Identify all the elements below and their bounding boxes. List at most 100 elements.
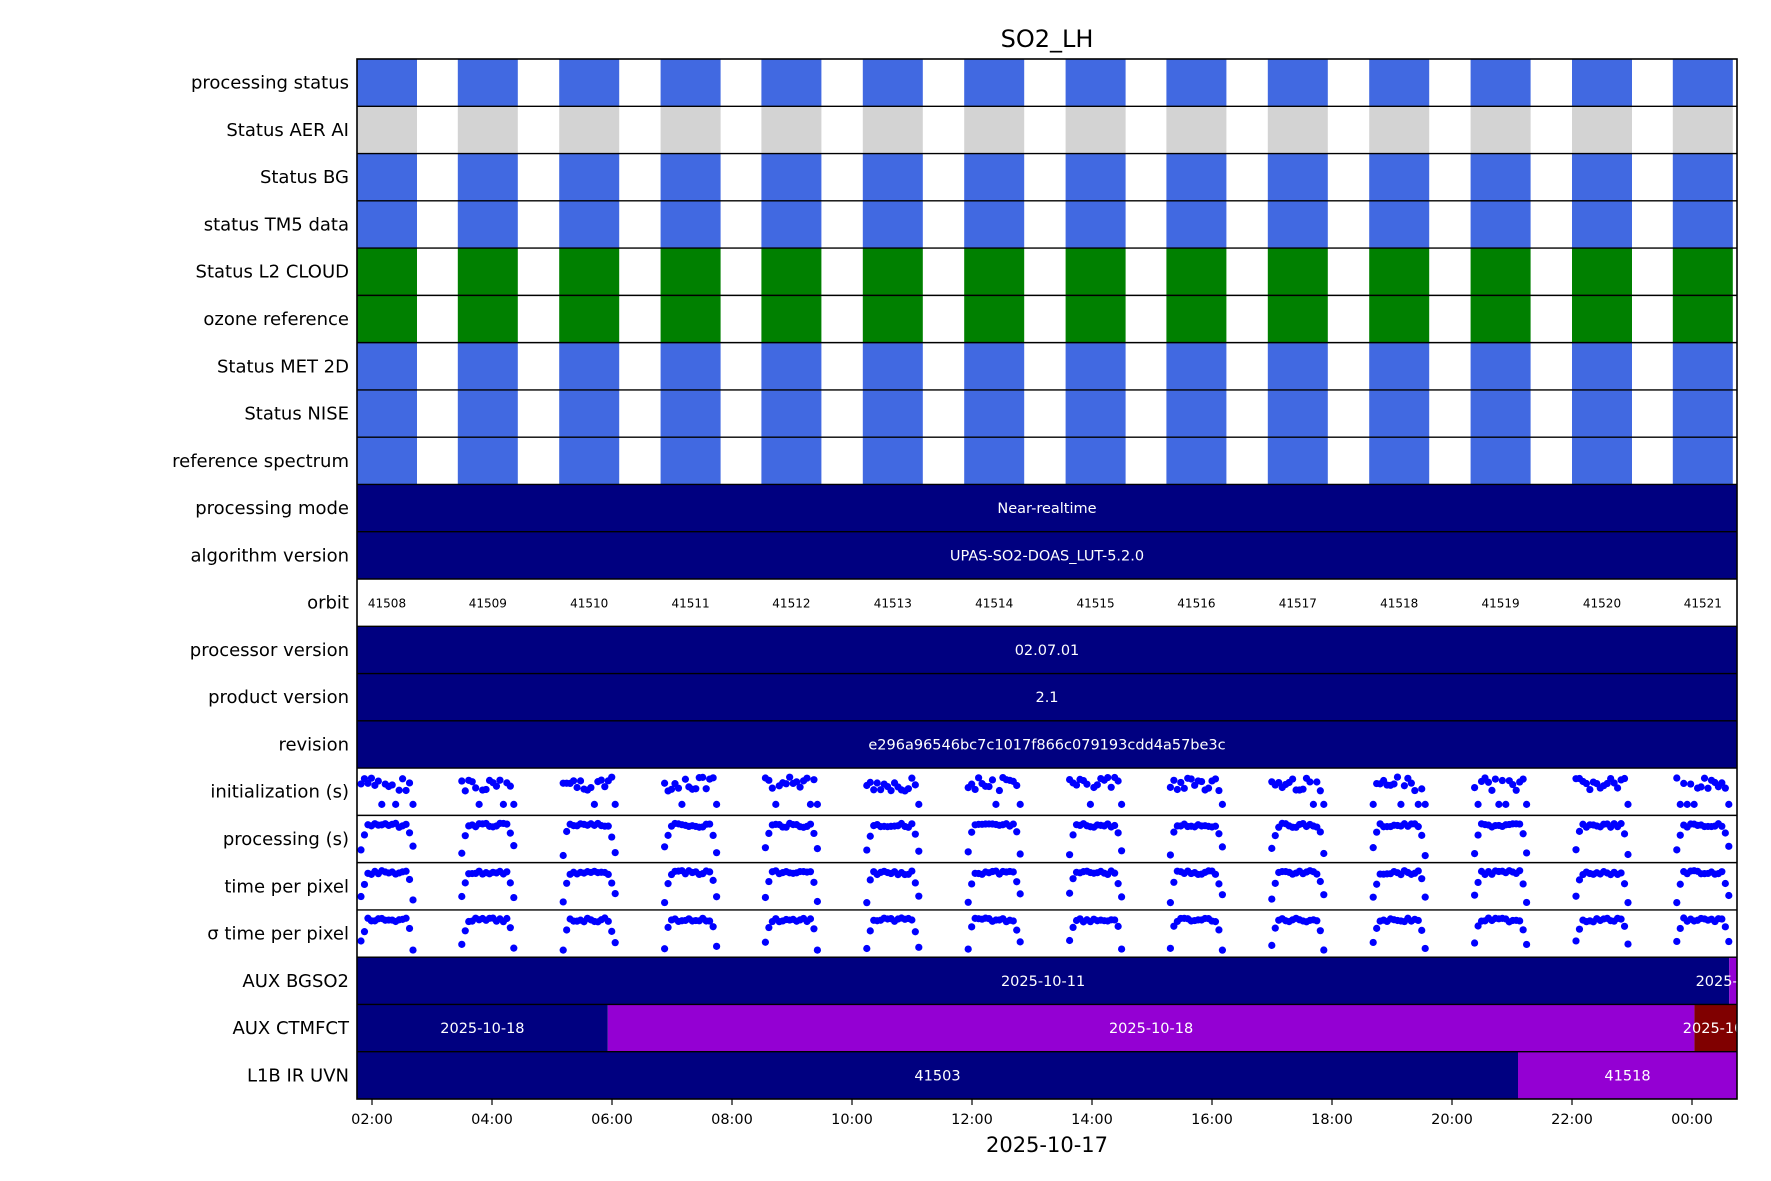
orbit-block bbox=[1267, 153, 1328, 201]
scatter-point bbox=[409, 800, 417, 808]
row-label: processing mode bbox=[195, 498, 349, 519]
orbit-block bbox=[357, 389, 417, 438]
scatter-point bbox=[1516, 867, 1524, 875]
scatter-point bbox=[1320, 891, 1328, 899]
x-tick-label: 04:00 bbox=[471, 1112, 513, 1128]
scatter-point bbox=[911, 830, 919, 838]
scatter-point bbox=[806, 800, 815, 808]
scatter-point bbox=[1620, 830, 1629, 838]
scatter-point bbox=[1516, 917, 1524, 925]
scatter-point bbox=[992, 800, 1000, 808]
segment-bar bbox=[357, 720, 1737, 769]
orbit-block bbox=[559, 153, 620, 201]
scatter-point bbox=[461, 879, 469, 887]
scatter-point bbox=[1407, 779, 1415, 787]
scatter-point bbox=[1414, 916, 1422, 925]
x-axis: 02:00 04:00 06:00 08:00 10:00 12:00 14:00 16:00… bbox=[351, 1099, 1713, 1128]
orbit-block bbox=[559, 200, 620, 249]
orbit-block bbox=[559, 106, 620, 154]
scatter-point bbox=[559, 946, 567, 954]
scatter-point bbox=[1620, 880, 1629, 888]
segment-bar bbox=[357, 484, 1737, 532]
orbit-block bbox=[357, 106, 417, 154]
scatter-point bbox=[713, 800, 721, 808]
scatter-point bbox=[661, 779, 669, 787]
scatter-point bbox=[506, 879, 514, 887]
orbit-block bbox=[1065, 106, 1126, 154]
row-label: Status L2 CLOUD bbox=[196, 262, 349, 283]
scatter-point bbox=[813, 946, 822, 954]
scatter-point bbox=[1016, 938, 1024, 946]
orbit-block bbox=[1267, 200, 1328, 249]
orbit-block bbox=[1267, 342, 1328, 390]
scatter-point bbox=[458, 777, 466, 785]
orbit-block bbox=[559, 295, 620, 343]
scatter-point bbox=[608, 773, 616, 781]
orbit-block bbox=[1672, 437, 1733, 485]
orbit-block bbox=[357, 437, 417, 485]
scatter-point bbox=[1218, 891, 1226, 899]
row-label: Status NISE bbox=[244, 404, 349, 425]
scatter-point bbox=[964, 848, 972, 856]
orbit-block bbox=[1672, 200, 1733, 249]
row-label: L1B IR UVN bbox=[247, 1065, 349, 1086]
orbit-block bbox=[457, 200, 518, 249]
scatter-point bbox=[458, 940, 466, 948]
scatter-point bbox=[1320, 800, 1328, 808]
scatter-point bbox=[1575, 925, 1584, 933]
scatter-point bbox=[1471, 849, 1479, 858]
scatter-point bbox=[1575, 827, 1584, 835]
scatter-point bbox=[1700, 774, 1709, 782]
scatter-point bbox=[1673, 774, 1681, 782]
scatter-point bbox=[908, 820, 916, 828]
scatter-point bbox=[1572, 937, 1580, 945]
scatter-point bbox=[1704, 784, 1712, 792]
scatter-point bbox=[866, 876, 874, 884]
scatter-point bbox=[1523, 849, 1531, 857]
scatter-point bbox=[1624, 850, 1632, 859]
orbit-block bbox=[1572, 106, 1632, 154]
scatter-point bbox=[1107, 783, 1115, 791]
scatter-point bbox=[395, 786, 403, 794]
orbit-number: 41515 bbox=[1077, 597, 1115, 611]
segment-label: UPAS-SO2-DOAS_LUT-5.2.0 bbox=[950, 548, 1144, 564]
scatter-point bbox=[765, 829, 773, 838]
scatter-point bbox=[806, 820, 815, 828]
scatter-point bbox=[1683, 800, 1691, 808]
x-axis-label: 2025-10-17 bbox=[986, 1133, 1108, 1157]
scatter-point bbox=[1177, 778, 1185, 787]
scatter-point bbox=[1575, 876, 1584, 884]
scatter-point bbox=[357, 846, 365, 854]
row-label: AUX CTMFCT bbox=[232, 1018, 350, 1039]
orbit-block bbox=[1166, 437, 1227, 485]
row-label: initialization (s) bbox=[210, 782, 349, 803]
scatter-point bbox=[458, 849, 466, 857]
orbit-block bbox=[964, 389, 1025, 438]
scatter-point bbox=[1066, 936, 1074, 945]
row-label: σ time per pixel bbox=[207, 924, 349, 945]
orbit-block bbox=[1470, 153, 1531, 201]
orbit-block bbox=[964, 153, 1025, 201]
scatter-point bbox=[968, 828, 976, 836]
orbit-block bbox=[761, 437, 822, 485]
orbit-block bbox=[1369, 437, 1430, 485]
scatter-point bbox=[1519, 775, 1527, 783]
orbit-block bbox=[1166, 200, 1227, 249]
orbit-block bbox=[761, 248, 822, 296]
scatter-point bbox=[1166, 899, 1174, 907]
orbit-block bbox=[1572, 437, 1632, 485]
orbit-block bbox=[1369, 295, 1430, 343]
scatter-point bbox=[1289, 775, 1297, 783]
scatter-point bbox=[1471, 939, 1479, 947]
scatter-point bbox=[713, 893, 721, 901]
scatter-point bbox=[597, 776, 605, 784]
orbit-block bbox=[457, 248, 518, 296]
row-label: Status BG bbox=[260, 167, 349, 188]
scatter-point bbox=[357, 780, 365, 788]
scatter-point bbox=[510, 800, 518, 808]
row-label: status TM5 data bbox=[204, 214, 349, 235]
orbit-block bbox=[559, 437, 620, 485]
scatter-point bbox=[1268, 941, 1276, 949]
scatter-point bbox=[1516, 820, 1524, 828]
orbit-block bbox=[964, 106, 1025, 154]
